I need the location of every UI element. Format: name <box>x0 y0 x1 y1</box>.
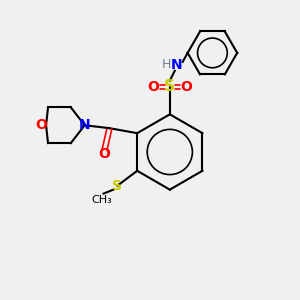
Text: CH₃: CH₃ <box>91 194 112 205</box>
Text: O: O <box>181 80 193 94</box>
Text: S: S <box>164 79 175 94</box>
Text: H: H <box>162 58 172 71</box>
Text: O: O <box>99 147 110 161</box>
Text: N: N <box>171 58 183 72</box>
Text: N: N <box>79 118 91 132</box>
Text: S: S <box>112 179 122 193</box>
Text: O: O <box>35 118 47 132</box>
Text: O: O <box>147 80 159 94</box>
